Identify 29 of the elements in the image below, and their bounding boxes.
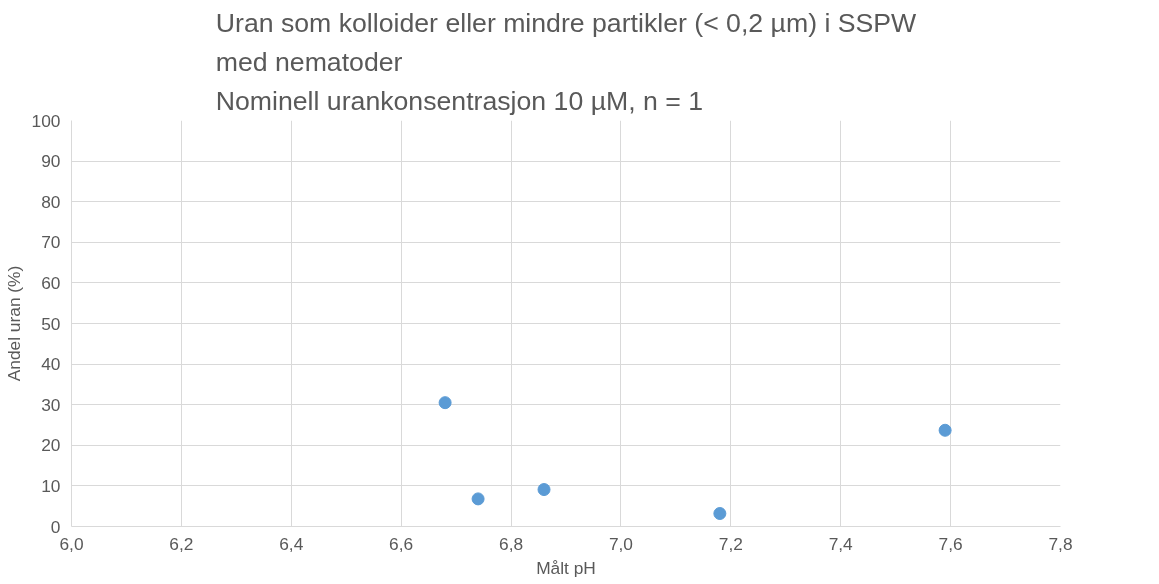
y-tick-label: 100	[31, 110, 61, 131]
point	[713, 507, 727, 520]
y-tick-label: 0	[50, 516, 61, 537]
x-axis-title: Målt pH	[536, 557, 596, 578]
point	[938, 423, 952, 437]
y-tick-label: 50	[41, 313, 61, 334]
y-tick-label: 40	[41, 354, 61, 375]
x-tick-label: 6,2	[169, 533, 194, 554]
y-tick-label: 90	[41, 151, 61, 172]
y-tick-label: 70	[41, 232, 61, 253]
y-tick-label: 80	[41, 191, 61, 212]
x-tick-label: 6,8	[499, 533, 524, 554]
x-tick-label: 7,8	[1048, 533, 1073, 554]
x-tick-label: 6,4	[279, 533, 304, 554]
x-tick-label: 7,4	[828, 533, 854, 554]
x-tick-label: 6,6	[389, 533, 414, 554]
y-tick-label: 60	[41, 272, 61, 293]
x-tick-label: 7,2	[718, 533, 743, 554]
point	[537, 483, 551, 497]
y-tick-label: 10	[41, 475, 61, 496]
y-tick-label: 20	[41, 435, 61, 456]
chart-title: Uran som kolloider eller mindre partikler (< 0,2 µm) i SSPW med nematoder Nominell urankonsentrasjon 10 µM, n = 1	[215, 7, 918, 116]
y-tick-label: 30	[41, 394, 61, 415]
x-tick-label: 6,0	[59, 533, 84, 554]
x-tick-label: 7,6	[938, 533, 963, 554]
point	[471, 492, 485, 506]
y-axis-title: Andel uran (%)	[3, 265, 24, 382]
x-tick-label: 7,0	[608, 533, 633, 554]
point	[438, 396, 452, 410]
